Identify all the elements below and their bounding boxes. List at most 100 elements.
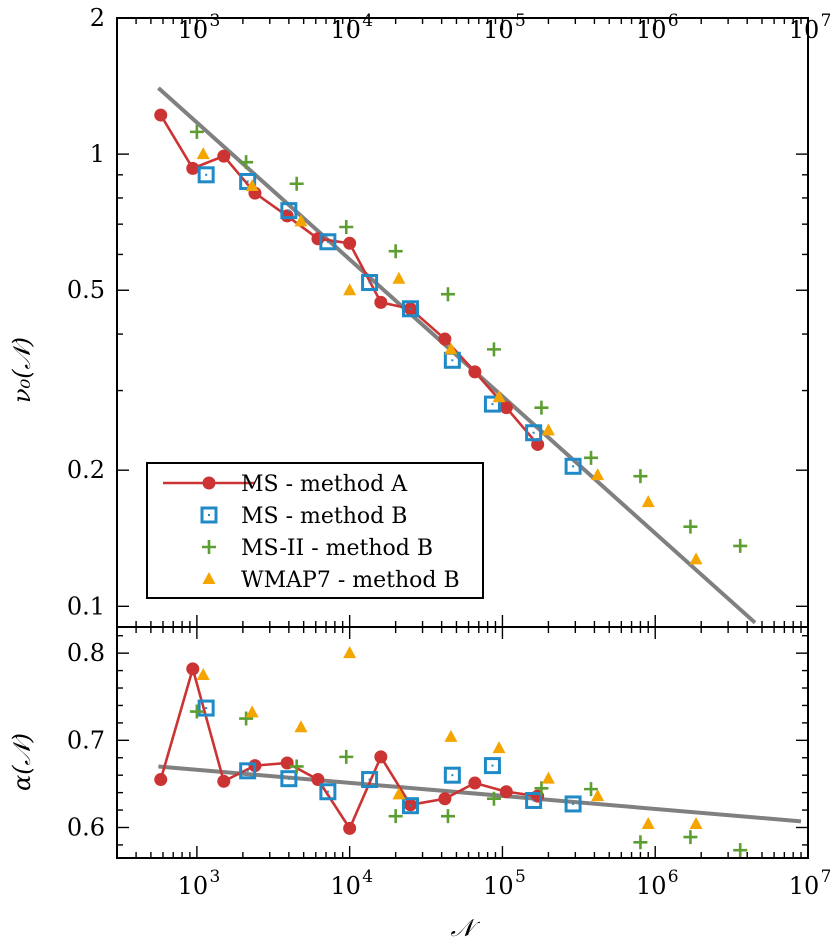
legend-label: MS - method B	[241, 504, 407, 529]
data-point-triangle	[444, 342, 458, 355]
x-tick-exponent: 5	[515, 11, 526, 31]
data-point-triangle	[689, 817, 703, 830]
data-point-triangle	[541, 423, 555, 436]
data-point-plus	[534, 781, 549, 796]
square-dot	[451, 359, 454, 362]
square-outline	[197, 699, 215, 717]
data-point-plus	[388, 809, 403, 824]
data-point-plus	[339, 749, 354, 764]
square-dot	[368, 778, 371, 781]
data-point-circle	[374, 295, 388, 309]
series-triangle	[196, 646, 703, 830]
data-point-plus	[633, 469, 648, 484]
x-tick-label: 10	[330, 872, 361, 900]
x-tick-exponent: 3	[209, 867, 220, 887]
data-point-plus	[189, 704, 204, 719]
data-point-square	[564, 457, 582, 475]
legend-entry: WMAP7 - method B	[202, 568, 460, 593]
square-dot	[287, 777, 290, 780]
x-tick-label: 10	[178, 872, 209, 900]
legend-label: MS - method A	[241, 472, 408, 497]
y-tick-label: 0.5	[67, 276, 105, 304]
x-tick-exponent: 4	[362, 11, 373, 31]
series-plus	[189, 704, 748, 858]
legend-entry: MS-II - method B	[202, 536, 433, 561]
data-point-plus	[733, 843, 748, 858]
square-dot	[246, 180, 249, 183]
y-tick-label: 0.2	[67, 456, 105, 484]
x-tick-label: 10	[636, 16, 667, 44]
square-dot	[205, 707, 208, 710]
series-line	[159, 114, 539, 446]
data-point-circle	[311, 773, 325, 787]
data-point-circle	[154, 773, 168, 787]
legend: MS - method A MS - method B MS-II - method…	[146, 462, 484, 599]
data-point-plus	[289, 759, 304, 774]
x-tick-exponent: 7	[821, 867, 830, 887]
data-point-triangle	[392, 787, 406, 800]
y-tick-label: 0.6	[67, 813, 105, 841]
legend-label: MS-II - method B	[241, 536, 433, 561]
legend-marker-square	[200, 506, 218, 524]
square-outline	[319, 233, 337, 251]
data-point-square	[361, 274, 379, 292]
square-outline	[197, 166, 215, 184]
legend-marker-plus	[202, 540, 216, 554]
data-point-circle	[499, 785, 513, 799]
data-point-triangle	[492, 741, 506, 754]
data-point-square	[280, 202, 298, 220]
data-point-plus	[633, 835, 648, 850]
data-point-square	[319, 233, 337, 251]
plot-area	[154, 86, 757, 625]
data-point-plus	[486, 791, 501, 806]
data-point-triangle	[444, 729, 458, 742]
y-tick-label: 0.8	[67, 639, 105, 667]
data-point-circle	[438, 792, 452, 806]
data-point-plus	[683, 519, 698, 534]
data-point-circle	[499, 401, 513, 415]
square-outline	[280, 202, 298, 220]
square-dot	[246, 769, 249, 772]
x-tick-label: 10	[330, 16, 361, 44]
data-point-triangle	[294, 720, 308, 733]
data-point-square	[483, 395, 501, 413]
series-line	[159, 664, 538, 832]
series-square	[197, 699, 582, 815]
x-tick-exponent: 6	[668, 867, 679, 887]
legend-marker-dot	[208, 514, 210, 516]
y-tick-label: 0.1	[67, 592, 105, 620]
data-point-plus	[189, 124, 204, 139]
data-point-plus	[239, 711, 254, 726]
y-axis-label-bottom: α(𝒩)	[8, 733, 36, 791]
data-point-triangle	[294, 214, 308, 227]
square-dot	[532, 431, 535, 434]
legend-marker-circle	[202, 476, 216, 490]
data-point-circle	[186, 662, 200, 676]
data-point-plus	[388, 244, 403, 259]
y-tick-label: 1	[90, 140, 105, 168]
square-dot	[287, 209, 290, 212]
data-point-circle	[468, 365, 482, 379]
square-outline	[319, 783, 337, 801]
data-point-square	[197, 166, 215, 184]
data-point-circle	[343, 236, 357, 250]
data-point-plus	[440, 809, 455, 824]
data-point-square	[401, 797, 419, 815]
data-point-triangle	[492, 390, 506, 403]
x-tick-label: 10	[789, 872, 820, 900]
panel-frame	[116, 626, 809, 859]
data-point-triangle	[641, 817, 655, 830]
data-point-plus	[584, 782, 599, 797]
square-outline	[564, 457, 582, 475]
data-point-square	[361, 771, 379, 789]
data-point-plus	[733, 538, 748, 553]
x-tick-label: 10	[483, 872, 514, 900]
data-point-plus	[534, 400, 549, 415]
data-point-triangle	[392, 271, 406, 284]
square-outline	[361, 274, 379, 292]
data-point-triangle	[641, 495, 655, 508]
data-point-square	[319, 783, 337, 801]
series-circle-line	[154, 662, 545, 835]
data-point-triangle	[196, 147, 210, 160]
square-dot	[409, 804, 412, 807]
